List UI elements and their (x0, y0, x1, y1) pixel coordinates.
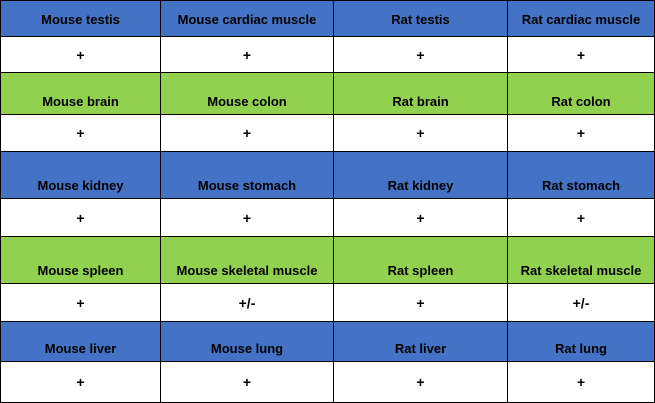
header-cell-mouse-kidney: Mouse kidney (0, 152, 161, 199)
value-cell-mouse-lung: + (161, 362, 334, 403)
value-cell-rat-kidney: + (334, 199, 508, 237)
value-cell-rat-spleen: + (334, 284, 508, 322)
header-cell-mouse-brain: Mouse brain (0, 73, 161, 115)
header-cell-rat-testis: Rat testis (334, 0, 508, 37)
value-cell-rat-testis: + (334, 37, 508, 73)
value-cell-rat-colon: + (508, 115, 655, 152)
value-cell-rat-stomach: + (508, 199, 655, 237)
value-cell-mouse-kidney: + (0, 199, 161, 237)
value-cell-mouse-testis: + (0, 37, 161, 73)
header-cell-rat-stomach: Rat stomach (508, 152, 655, 199)
value-cell-mouse-skeletal-muscle: +/- (161, 284, 334, 322)
value-cell-rat-liver: + (334, 362, 508, 403)
value-cell-mouse-colon: + (161, 115, 334, 152)
header-cell-rat-kidney: Rat kidney (334, 152, 508, 199)
header-cell-rat-brain: Rat brain (334, 73, 508, 115)
header-cell-rat-skeletal-muscle: Rat skeletal muscle (508, 237, 655, 284)
header-cell-rat-spleen: Rat spleen (334, 237, 508, 284)
value-cell-rat-lung: + (508, 362, 655, 403)
value-cell-mouse-cardiac-muscle: + (161, 37, 334, 73)
header-cell-rat-colon: Rat colon (508, 73, 655, 115)
value-cell-mouse-spleen: + (0, 284, 161, 322)
value-cell-mouse-brain: + (0, 115, 161, 152)
header-cell-mouse-spleen: Mouse spleen (0, 237, 161, 284)
header-cell-rat-lung: Rat lung (508, 322, 655, 362)
value-cell-mouse-stomach: + (161, 199, 334, 237)
value-cell-rat-brain: + (334, 115, 508, 152)
value-cell-rat-cardiac-muscle: + (508, 37, 655, 73)
header-cell-mouse-colon: Mouse colon (161, 73, 334, 115)
value-cell-mouse-liver: + (0, 362, 161, 403)
header-cell-mouse-testis: Mouse testis (0, 0, 161, 37)
header-cell-mouse-liver: Mouse liver (0, 322, 161, 362)
header-cell-mouse-skeletal-muscle: Mouse skeletal muscle (161, 237, 334, 284)
header-cell-rat-liver: Rat liver (334, 322, 508, 362)
header-cell-mouse-cardiac-muscle: Mouse cardiac muscle (161, 0, 334, 37)
header-cell-mouse-stomach: Mouse stomach (161, 152, 334, 199)
header-cell-rat-cardiac-muscle: Rat cardiac muscle (508, 0, 655, 37)
header-cell-mouse-lung: Mouse lung (161, 322, 334, 362)
value-cell-rat-skeletal-muscle: +/- (508, 284, 655, 322)
